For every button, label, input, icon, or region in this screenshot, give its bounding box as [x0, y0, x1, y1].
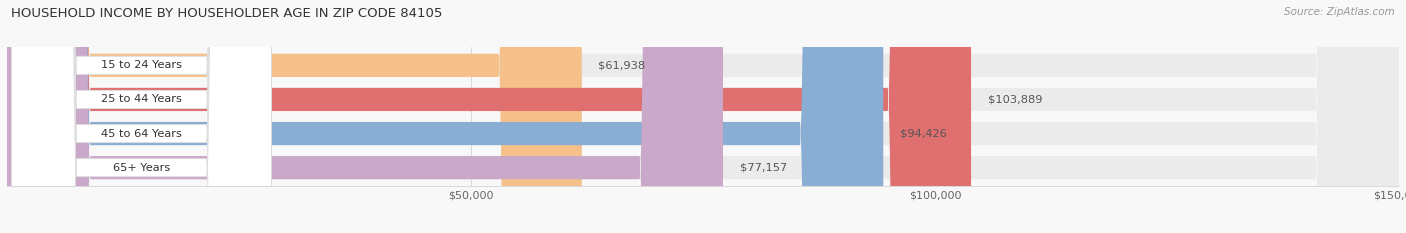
FancyBboxPatch shape [7, 0, 1399, 233]
Text: 25 to 44 Years: 25 to 44 Years [101, 94, 181, 104]
Text: 65+ Years: 65+ Years [112, 163, 170, 173]
Text: $77,157: $77,157 [740, 163, 787, 173]
Text: $94,426: $94,426 [900, 129, 946, 139]
FancyBboxPatch shape [7, 0, 972, 233]
FancyBboxPatch shape [11, 0, 271, 233]
Text: $61,938: $61,938 [599, 60, 645, 70]
FancyBboxPatch shape [7, 0, 1399, 233]
FancyBboxPatch shape [11, 0, 271, 233]
FancyBboxPatch shape [7, 0, 883, 233]
Text: 15 to 24 Years: 15 to 24 Years [101, 60, 183, 70]
FancyBboxPatch shape [7, 0, 1399, 233]
FancyBboxPatch shape [11, 0, 271, 233]
Text: Source: ZipAtlas.com: Source: ZipAtlas.com [1284, 7, 1395, 17]
Text: 45 to 64 Years: 45 to 64 Years [101, 129, 181, 139]
Text: HOUSEHOLD INCOME BY HOUSEHOLDER AGE IN ZIP CODE 84105: HOUSEHOLD INCOME BY HOUSEHOLDER AGE IN Z… [11, 7, 443, 20]
FancyBboxPatch shape [7, 0, 1399, 233]
FancyBboxPatch shape [7, 0, 723, 233]
FancyBboxPatch shape [7, 0, 582, 233]
Text: $103,889: $103,889 [988, 94, 1042, 104]
FancyBboxPatch shape [11, 0, 271, 233]
